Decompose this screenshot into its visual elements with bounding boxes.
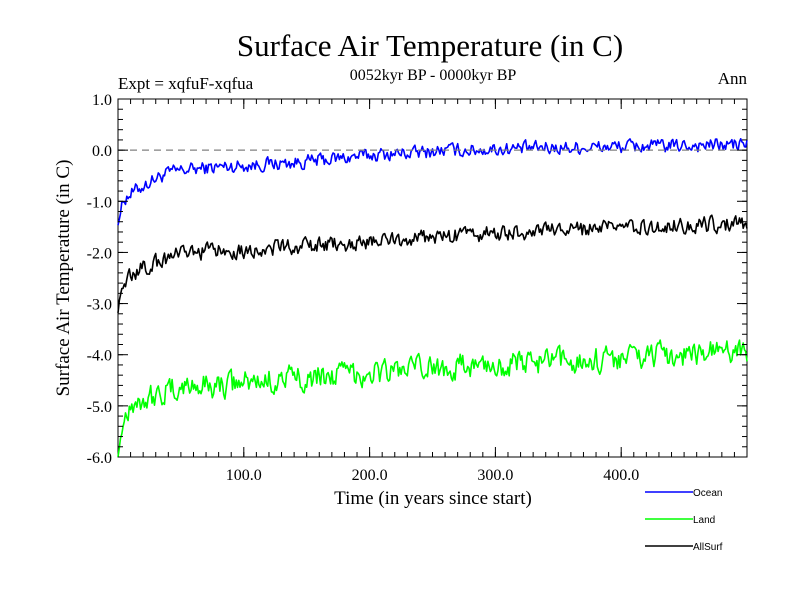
legend-label-allsurf: AllSurf: [693, 542, 723, 553]
x-axis-label: Time (in years since start): [334, 488, 532, 509]
x-tick-label: 100.0: [226, 467, 262, 484]
x-tick-label: 200.0: [352, 467, 388, 484]
series-layer: [117, 138, 748, 458]
y-tick-label: -1.0: [87, 194, 112, 211]
series-line-land: [117, 339, 748, 458]
y-axis-label: Surface Air Temperature (in C): [53, 160, 74, 397]
chart-subtitle: 0052kyr BP - 0000kyr BP: [350, 67, 517, 84]
y-tick-label: -6.0: [87, 450, 112, 467]
chart-title: Surface Air Temperature (in C): [237, 28, 623, 63]
y-tick-label: -4.0: [87, 348, 112, 365]
series-line-allsurf: [117, 214, 748, 314]
y-tick-label: -5.0: [87, 399, 112, 416]
y-tick-label: 0.0: [92, 143, 112, 160]
x-tick-labels: 100.0 200.0 300.0 400.0: [226, 467, 639, 484]
series-line-ocean: [117, 138, 748, 226]
x-tick-label: 300.0: [477, 467, 513, 484]
season-label: Ann: [718, 69, 748, 88]
ticks: [118, 98, 747, 458]
expt-label: Expt = xqfuF-xqfua: [118, 74, 254, 93]
legend-label-ocean: Ocean: [693, 488, 722, 499]
x-tick-label: 400.0: [603, 467, 639, 484]
y-tick-labels: 1.0 0.0 -1.0 -2.0 -3.0 -4.0 -5.0 -6.0: [87, 92, 112, 467]
legend: Ocean Land AllSurf: [645, 488, 723, 553]
y-tick-label: -3.0: [87, 297, 112, 314]
y-tick-label: 1.0: [92, 92, 112, 109]
plot-area: 1.0 0.0 -1.0 -2.0 -3.0 -4.0 -5.0 -6.0 100.0 200.…: [87, 92, 748, 484]
legend-label-land: Land: [693, 515, 715, 526]
y-tick-label: -2.0: [87, 245, 112, 262]
